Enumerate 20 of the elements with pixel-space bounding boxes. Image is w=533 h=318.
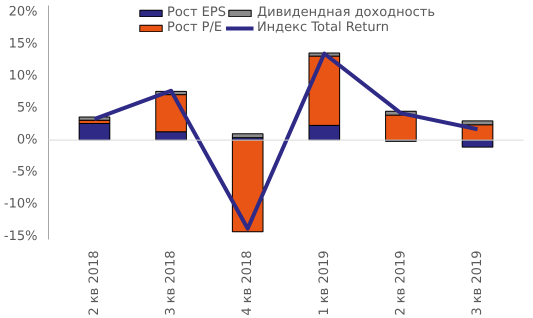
x-tick-label: 1 кв 2019	[316, 250, 332, 316]
legend-label: Рост EPS	[167, 5, 226, 20]
y-tick-label: 10%	[8, 68, 38, 84]
y-tick-label: -5%	[12, 164, 38, 180]
legend-label: Дивидендная доходность	[256, 5, 435, 20]
line-series	[92, 52, 480, 231]
y-tick-label: 0%	[16, 132, 38, 148]
legend-label: Индекс Total Return	[256, 20, 389, 35]
x-tick-label: 4 кв 2018	[240, 250, 256, 316]
x-tick-label: 3 кв 2018	[164, 250, 179, 316]
x-tick-label: 2 кв 2018	[86, 250, 102, 316]
y-tick-label: 15%	[8, 36, 38, 52]
y-tick-label: -10%	[4, 196, 38, 212]
legend-label: Рост P/E	[167, 20, 222, 35]
y-tick-label: 20%	[8, 4, 38, 20]
y-tick-label: -15%	[4, 228, 38, 244]
x-tick-label: 2 кв 2019	[393, 250, 408, 316]
x-tick-label: 3 кв 2019	[470, 250, 486, 316]
y-tick-label: 5%	[16, 100, 38, 116]
bar	[232, 133, 264, 138]
